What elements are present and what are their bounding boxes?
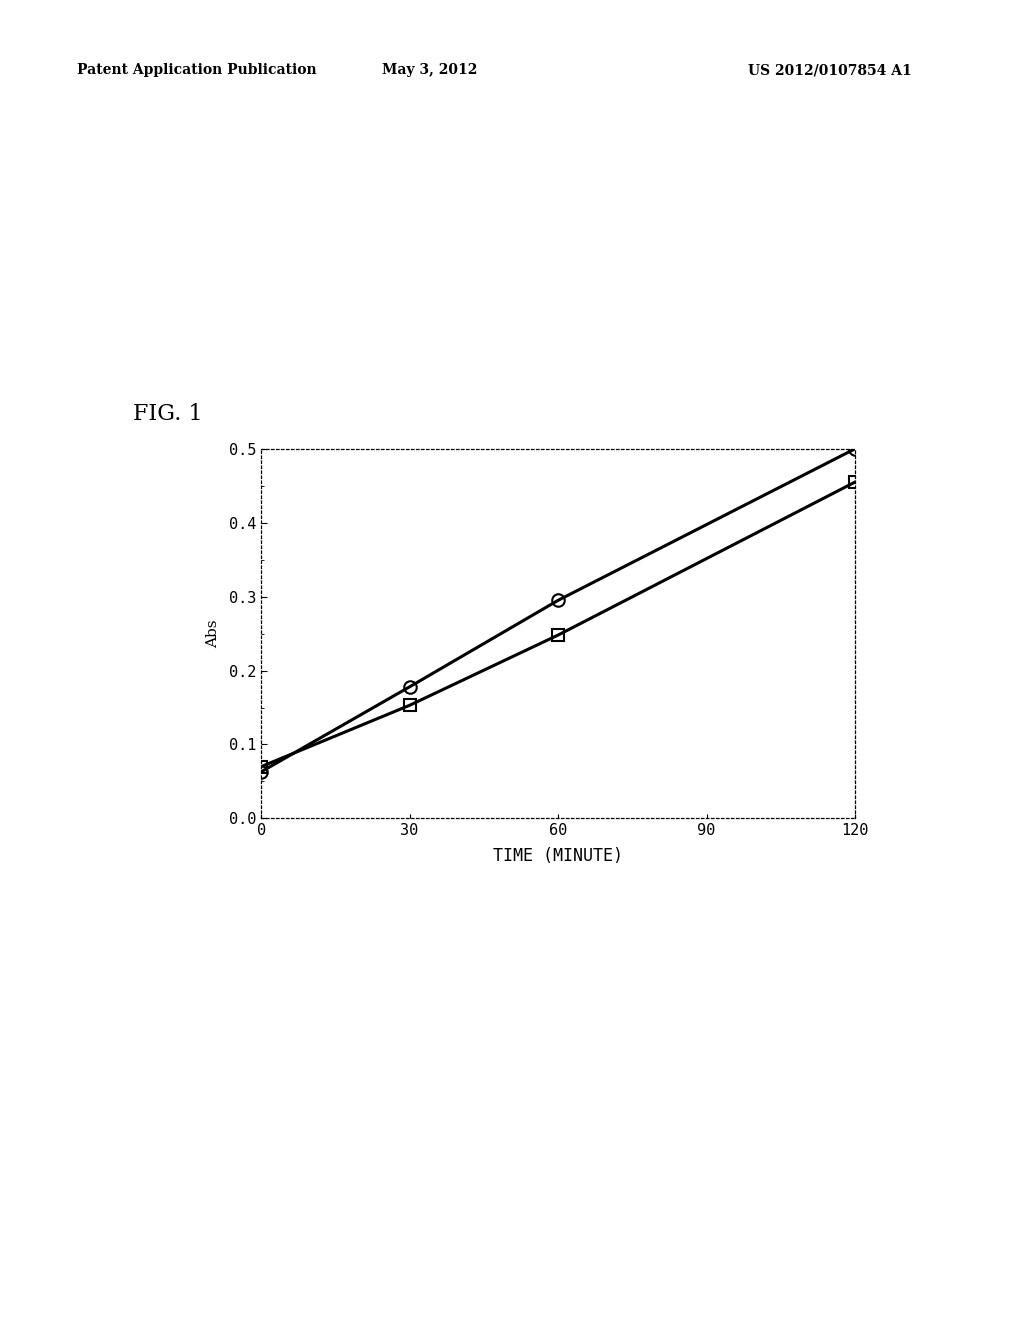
Y-axis label: Abs: Abs bbox=[207, 619, 220, 648]
Text: Patent Application Publication: Patent Application Publication bbox=[77, 63, 316, 78]
X-axis label: TIME (MINUTE): TIME (MINUTE) bbox=[494, 846, 623, 865]
Text: FIG. 1: FIG. 1 bbox=[133, 403, 203, 425]
Text: US 2012/0107854 A1: US 2012/0107854 A1 bbox=[748, 63, 911, 78]
Text: May 3, 2012: May 3, 2012 bbox=[382, 63, 478, 78]
